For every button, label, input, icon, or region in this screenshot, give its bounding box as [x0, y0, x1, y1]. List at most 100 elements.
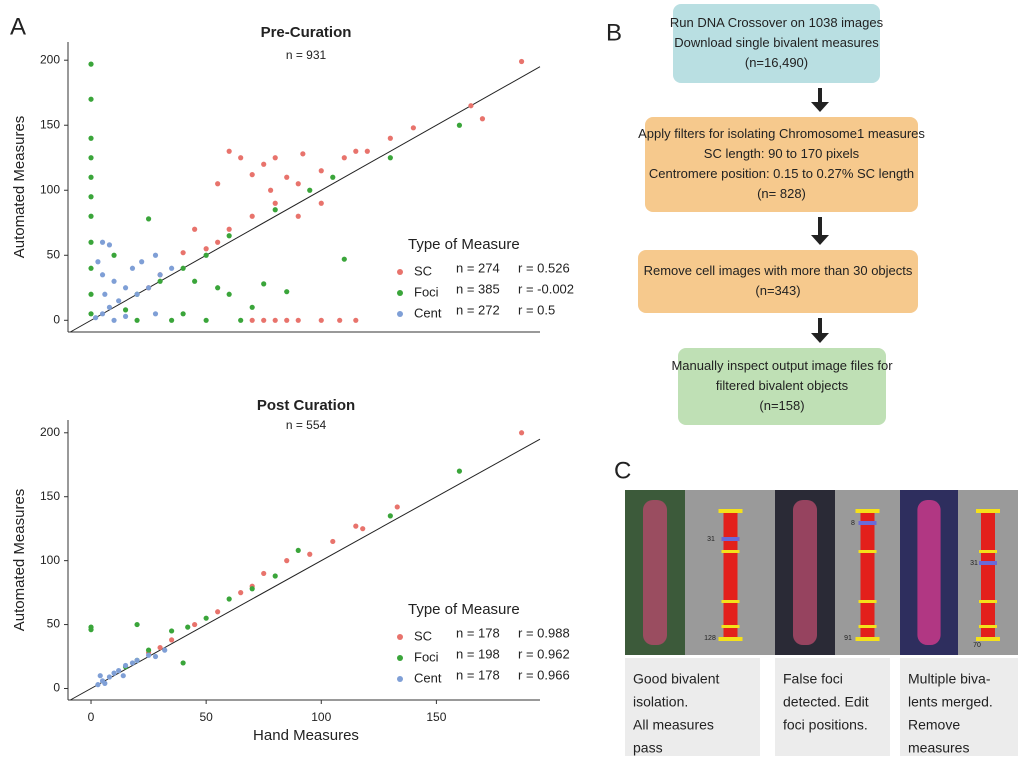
point [123, 285, 128, 290]
point [100, 240, 105, 245]
point [134, 318, 139, 323]
flow-text: Remove cell images with more than 30 obj… [644, 263, 913, 278]
point [353, 318, 358, 323]
legend-label: Foci [414, 284, 439, 299]
point [192, 227, 197, 232]
point [134, 622, 139, 627]
point [93, 315, 98, 320]
point [365, 149, 370, 154]
point [204, 318, 209, 323]
point [157, 272, 162, 277]
legend-r: r = -0.002 [518, 281, 574, 296]
point [100, 311, 105, 316]
point [146, 216, 151, 221]
point [88, 175, 93, 180]
x-tick-label: 100 [311, 710, 331, 724]
point [250, 305, 255, 310]
point [88, 627, 93, 632]
point [134, 292, 139, 297]
legend-n: n = 385 [456, 281, 500, 296]
point [88, 311, 93, 316]
example-trace-mark [722, 550, 740, 553]
flow-text: (n= 828) [757, 186, 806, 201]
y-tick-label: 50 [47, 247, 61, 261]
point [296, 318, 301, 323]
point [153, 311, 158, 316]
point [215, 285, 220, 290]
flow-text: Download single bivalent measures [674, 35, 879, 50]
point [296, 548, 301, 553]
example-trace-mark [979, 550, 997, 553]
point [330, 539, 335, 544]
panel-label: A [10, 13, 26, 40]
point [102, 292, 107, 297]
example-trace-cap [856, 637, 880, 641]
point [261, 571, 266, 576]
legend-swatch [397, 676, 403, 682]
point [388, 513, 393, 518]
caption-text: Multiple biva- [908, 671, 991, 687]
legend-n: n = 274 [456, 260, 500, 275]
point [319, 168, 324, 173]
caption-text: foci positions. [783, 717, 868, 733]
example-trace-cap [976, 509, 1000, 513]
point [319, 201, 324, 206]
caption-text: Good bivalent [633, 671, 720, 687]
point [95, 682, 100, 687]
figure: A B C Pre-Curationn = 931Automated Measu… [0, 0, 1021, 760]
point [88, 97, 93, 102]
point [353, 149, 358, 154]
point [146, 653, 151, 658]
point [204, 253, 209, 258]
example-trace-mark [979, 625, 997, 628]
point [107, 305, 112, 310]
y-axis-label: Automated Measures [11, 489, 28, 632]
panel-label: C [614, 457, 631, 484]
point [342, 257, 347, 262]
point [284, 289, 289, 294]
caption-text: isolation. [633, 694, 688, 710]
legend-r: r = 0.962 [518, 646, 570, 661]
point [88, 155, 93, 160]
legend-label: Cent [414, 670, 442, 685]
point [250, 586, 255, 591]
flow-text: Centromere position: 0.15 to 0.27% SC le… [649, 166, 914, 181]
point [319, 318, 324, 323]
example-tick-label: 70 [973, 642, 981, 649]
point [284, 175, 289, 180]
example-photo-signal [643, 500, 667, 645]
point [411, 125, 416, 130]
y-tick-label: 200 [40, 52, 60, 66]
legend-r: r = 0.988 [518, 625, 570, 640]
example-trace-bar [724, 512, 738, 638]
flow-text: Manually inspect output image files for [671, 358, 893, 373]
point [307, 552, 312, 557]
caption-text: False foci [783, 671, 843, 687]
example-trace-cent [722, 537, 740, 541]
example-tick-label: 91 [844, 635, 852, 642]
legend-swatch [397, 290, 403, 296]
example-trace-cent [859, 521, 877, 525]
legend-swatch [397, 269, 403, 275]
legend-swatch [397, 311, 403, 317]
y-tick-label: 50 [47, 617, 61, 631]
flow-box [638, 250, 918, 313]
point [468, 103, 473, 108]
point [296, 214, 301, 219]
example-trace-cap [856, 509, 880, 513]
point [181, 250, 186, 255]
legend-r: r = 0.966 [518, 667, 570, 682]
point [227, 227, 232, 232]
example-trace-bar [981, 512, 995, 638]
point [215, 609, 220, 614]
point [123, 307, 128, 312]
point [284, 558, 289, 563]
point [169, 637, 174, 642]
point [181, 311, 186, 316]
point [457, 123, 462, 128]
point [250, 318, 255, 323]
point [121, 673, 126, 678]
legend-n: n = 178 [456, 625, 500, 640]
point [111, 318, 116, 323]
point [111, 279, 116, 284]
